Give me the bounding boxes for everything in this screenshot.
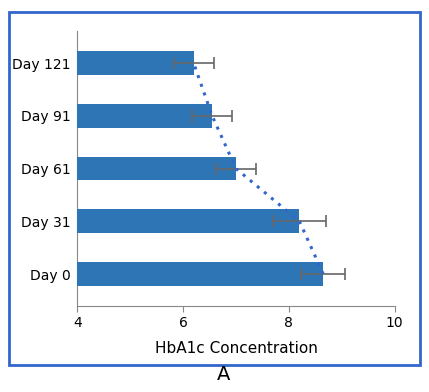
Bar	[77, 104, 212, 128]
Text: A: A	[216, 365, 230, 384]
Bar	[77, 262, 323, 286]
Bar	[77, 51, 193, 75]
Bar	[77, 157, 236, 180]
X-axis label: HbA1c Concentration: HbA1c Concentration	[154, 341, 317, 356]
Bar	[77, 209, 299, 233]
